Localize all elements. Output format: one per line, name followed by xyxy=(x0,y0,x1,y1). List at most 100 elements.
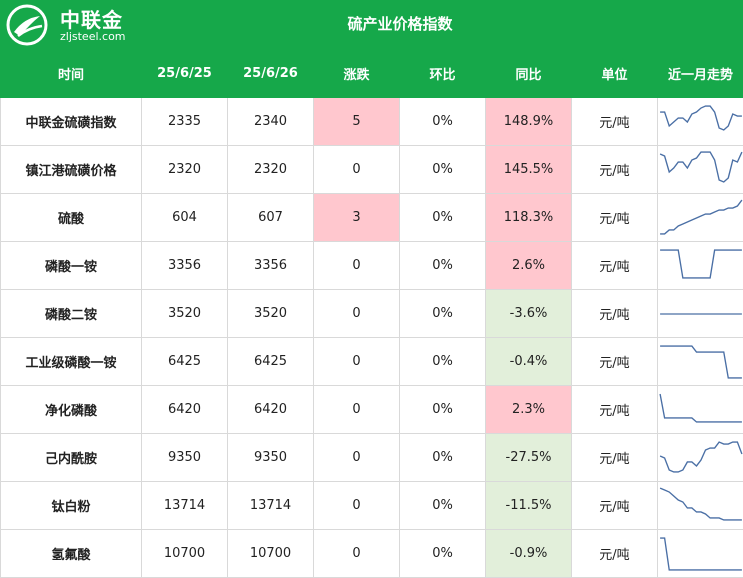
trend-sparkline xyxy=(658,338,743,386)
sparkline-chart xyxy=(658,147,743,193)
value-unit: 元/吨 xyxy=(572,98,658,146)
value-date2: 6420 xyxy=(228,386,314,434)
price-index-table: 时间 25/6/25 25/6/26 涨跌 环比 同比 单位 近一月走势 中联金… xyxy=(0,48,743,578)
value-date2: 6425 xyxy=(228,338,314,386)
row-name: 磷酸二铵 xyxy=(1,290,142,338)
value-date2: 2320 xyxy=(228,146,314,194)
value-date1: 3356 xyxy=(142,242,228,290)
row-name: 硫酸 xyxy=(1,194,142,242)
logo-mark-icon xyxy=(6,4,48,46)
value-mom: 0% xyxy=(400,146,486,194)
value-unit: 元/吨 xyxy=(572,386,658,434)
sparkline-chart xyxy=(658,243,743,289)
value-yoy: -0.4% xyxy=(486,338,572,386)
value-date1: 3520 xyxy=(142,290,228,338)
value-date1: 604 xyxy=(142,194,228,242)
row-name: 工业级磷酸一铵 xyxy=(1,338,142,386)
value-unit: 元/吨 xyxy=(572,482,658,530)
sparkline-path xyxy=(660,394,742,422)
value-mom: 0% xyxy=(400,434,486,482)
value-date2: 10700 xyxy=(228,530,314,578)
col-header-change[interactable]: 涨跌 xyxy=(314,49,400,98)
sparkline-chart xyxy=(658,195,743,241)
value-mom: 0% xyxy=(400,194,486,242)
row-name: 镇江港硫磺价格 xyxy=(1,146,142,194)
brand-name: 中联金 xyxy=(60,4,123,33)
col-header-time[interactable]: 时间 xyxy=(1,49,142,98)
value-date2: 9350 xyxy=(228,434,314,482)
value-date2: 3520 xyxy=(228,290,314,338)
sparkline-chart xyxy=(658,483,743,529)
row-name: 中联金硫磺指数 xyxy=(1,98,142,146)
row-name: 氢氟酸 xyxy=(1,530,142,578)
sparkline-chart xyxy=(658,339,743,385)
value-change: 0 xyxy=(314,434,400,482)
col-header-date1[interactable]: 25/6/25 xyxy=(142,49,228,98)
value-unit: 元/吨 xyxy=(572,194,658,242)
sparkline-path xyxy=(660,106,742,130)
value-mom: 0% xyxy=(400,290,486,338)
col-header-yoy[interactable]: 同比 xyxy=(486,49,572,98)
value-date1: 2335 xyxy=(142,98,228,146)
trend-sparkline xyxy=(658,290,743,338)
sparkline-path xyxy=(660,538,742,570)
col-header-unit[interactable]: 单位 xyxy=(572,49,658,98)
value-mom: 0% xyxy=(400,482,486,530)
value-yoy: -11.5% xyxy=(486,482,572,530)
col-header-date2[interactable]: 25/6/26 xyxy=(228,49,314,98)
trend-sparkline xyxy=(658,98,743,146)
trend-sparkline xyxy=(658,146,743,194)
value-yoy: 148.9% xyxy=(486,98,572,146)
value-yoy: 118.3% xyxy=(486,194,572,242)
sparkline-path xyxy=(660,442,742,472)
value-unit: 元/吨 xyxy=(572,434,658,482)
trend-sparkline xyxy=(658,530,743,578)
value-change: 0 xyxy=(314,146,400,194)
value-date1: 2320 xyxy=(142,146,228,194)
sparkline-chart xyxy=(658,291,743,337)
sparkline-chart xyxy=(658,531,743,577)
row-name: 净化磷酸 xyxy=(1,386,142,434)
value-date2: 2340 xyxy=(228,98,314,146)
value-yoy: -27.5% xyxy=(486,434,572,482)
value-unit: 元/吨 xyxy=(572,290,658,338)
value-date2: 3356 xyxy=(228,242,314,290)
value-change: 0 xyxy=(314,386,400,434)
row-name: 钛白粉 xyxy=(1,482,142,530)
value-change: 0 xyxy=(314,290,400,338)
table-header-row: 时间 25/6/25 25/6/26 涨跌 环比 同比 单位 近一月走势 xyxy=(1,49,743,98)
brand-site: zljsteel.com xyxy=(60,30,126,43)
value-change: 0 xyxy=(314,530,400,578)
value-change: 0 xyxy=(314,482,400,530)
value-date1: 6420 xyxy=(142,386,228,434)
value-unit: 元/吨 xyxy=(572,338,658,386)
brand-logo[interactable]: 中联金 zljsteel.com xyxy=(0,0,150,48)
value-yoy: 145.5% xyxy=(486,146,572,194)
row-name: 己内酰胺 xyxy=(1,434,142,482)
page-title: 硫产业价格指数 xyxy=(280,13,520,34)
value-change: 5 xyxy=(314,98,400,146)
sparkline-path xyxy=(660,152,742,182)
col-header-mom[interactable]: 环比 xyxy=(400,49,486,98)
trend-sparkline xyxy=(658,434,743,482)
value-change: 0 xyxy=(314,338,400,386)
header-bar: 中联金 zljsteel.com 硫产业价格指数 xyxy=(0,0,743,48)
value-mom: 0% xyxy=(400,98,486,146)
col-header-trend[interactable]: 近一月走势 xyxy=(658,49,743,98)
value-change: 3 xyxy=(314,194,400,242)
sparkline-path xyxy=(660,250,742,278)
value-mom: 0% xyxy=(400,386,486,434)
value-yoy: 2.6% xyxy=(486,242,572,290)
value-date1: 10700 xyxy=(142,530,228,578)
value-unit: 元/吨 xyxy=(572,242,658,290)
